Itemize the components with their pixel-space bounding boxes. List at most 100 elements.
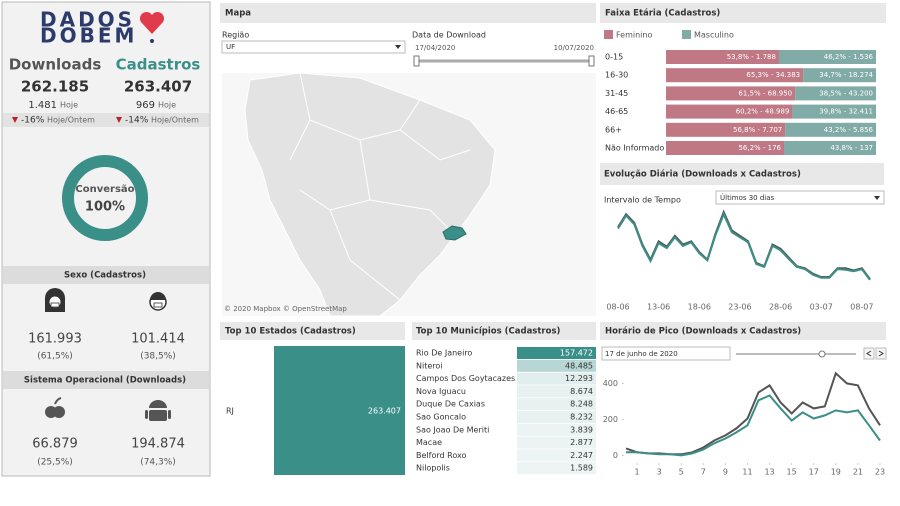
cell-label: 2.877 [570, 438, 593, 447]
sex-share: (38,5%) [140, 352, 176, 362]
y-tick-label: 46-65 [605, 107, 628, 116]
cell-label: 8.232 [570, 413, 593, 422]
highlight-cell [517, 436, 596, 449]
bar-label: 43,2% - 5.856 [824, 126, 874, 134]
bar-label: 39,8% - 32.411 [819, 108, 873, 116]
kpi-label: Downloads [9, 56, 102, 74]
next-button[interactable] [875, 347, 887, 360]
x-tick-label: 23 [875, 468, 885, 477]
bar-segment [792, 104, 876, 119]
bar-segment [666, 104, 793, 119]
bar-segment [666, 68, 804, 83]
kpi-today-label: Hoje [158, 101, 176, 110]
x-tick-label: 3 [657, 468, 662, 477]
bar-segment [785, 122, 876, 137]
prev-arrow [866, 350, 872, 357]
highlight-cell [517, 347, 596, 359]
logo-dot [150, 39, 154, 43]
bar-label: 65,3% - 34.383 [746, 71, 800, 79]
x-tick-label: 11 [742, 468, 752, 477]
highlight-cell [517, 462, 596, 475]
cell-label: 48.485 [565, 361, 593, 370]
x-tick-label: 18-06 [688, 303, 711, 312]
row-label: Duque De Caxias [416, 400, 485, 409]
change-strip [3, 113, 209, 127]
kpi-total: 262.185 [21, 78, 89, 96]
bar-label: 60,2% - 48.989 [736, 108, 790, 116]
range-select[interactable] [715, 190, 885, 205]
bar-label: 56,2% - 176 [738, 144, 781, 152]
highlight-cell [517, 423, 596, 436]
android-icon [145, 400, 171, 421]
dropdown-arrow [874, 196, 880, 200]
panel-header [412, 322, 596, 340]
slider-handle[interactable] [818, 350, 826, 358]
slider-handle[interactable] [588, 55, 595, 67]
x-tick-label: 13 [764, 468, 774, 477]
region-select[interactable] [221, 40, 406, 54]
sex-value: 161.993 [28, 332, 82, 347]
range-value: Últimos 30 dias [720, 193, 775, 202]
map-state-rj [442, 225, 467, 241]
kpi-change-label: Hoje/Ontem [47, 116, 95, 125]
os-value: 66.879 [32, 437, 78, 452]
y-tick-label: 66+ [605, 125, 622, 134]
cell-label: 1.589 [570, 464, 593, 473]
control-label: Intervalo de Tempo [604, 196, 681, 205]
legend-label: Feminino [616, 31, 652, 40]
y-tick-label: 16-30 [605, 71, 628, 80]
date-end: 10/07/2020 [554, 44, 594, 52]
row-label: Nova Iguacu [416, 387, 466, 396]
date-input[interactable] [601, 346, 731, 361]
prev-button[interactable] [863, 347, 875, 360]
y-tick-label: 31-45 [605, 89, 628, 98]
highlight-cell [517, 372, 596, 385]
panel-header [220, 322, 405, 340]
x-tick-label: 23-06 [728, 303, 751, 312]
bar-segment [666, 50, 779, 64]
down-arrow [12, 117, 18, 123]
bar-segment [803, 68, 876, 83]
row-label: Belford Roxo [416, 451, 466, 460]
os-share: (74,3%) [140, 458, 176, 468]
kpi-label: Cadastros [116, 56, 201, 74]
y-tick-label: 400 [603, 379, 618, 388]
os-share: (25,5%) [37, 458, 73, 468]
kpi-today-label: Hoje [60, 101, 78, 110]
kpi-total: 263.407 [124, 78, 192, 96]
section-title: Sexo (Cadastros) [64, 271, 146, 281]
panel-header [600, 3, 886, 23]
logo: DADOS [40, 8, 135, 32]
legend-swatch [604, 30, 613, 39]
bar-label: 34,7% - 18.274 [819, 71, 873, 79]
x-tick-label: 08-07 [850, 303, 873, 312]
bar-segment [795, 86, 876, 101]
bar-segment [666, 141, 785, 155]
cell-label: 8.674 [570, 387, 593, 396]
row-label: Rio De Janeiro [416, 349, 472, 358]
section-header [3, 266, 209, 284]
y-tick-label: 0 [613, 451, 618, 460]
slider-handle[interactable] [413, 55, 420, 67]
date-value: 17 de junho de 2020 [605, 350, 678, 358]
panel-title: Mapa [225, 9, 251, 19]
row-label: Campos Dos Goytacazes [416, 374, 515, 383]
x-tick-label: 21 [853, 468, 863, 477]
male-icon [149, 292, 167, 311]
date-start: 17/04/2020 [415, 44, 455, 52]
sex-value: 101.414 [131, 332, 185, 347]
panel-title: Top 10 Estados (Cadastros) [225, 327, 356, 337]
highlight-cell [517, 411, 596, 423]
panel-header [600, 163, 884, 185]
x-tick-label: 7 [701, 468, 706, 477]
kpi-change-label: Hoje/Ontem [151, 116, 199, 125]
logo-heart [139, 11, 165, 34]
section-title: Sistema Operacional (Downloads) [24, 376, 186, 386]
panel-header [220, 3, 596, 23]
bar-segment [784, 141, 876, 155]
y-tick-label: Não Informado [605, 144, 664, 153]
kpi-today: 1.481 [28, 100, 57, 111]
next-arrow [878, 350, 884, 357]
bar-label: 46,2% - 1.536 [824, 53, 874, 61]
bar-segment [778, 50, 876, 64]
